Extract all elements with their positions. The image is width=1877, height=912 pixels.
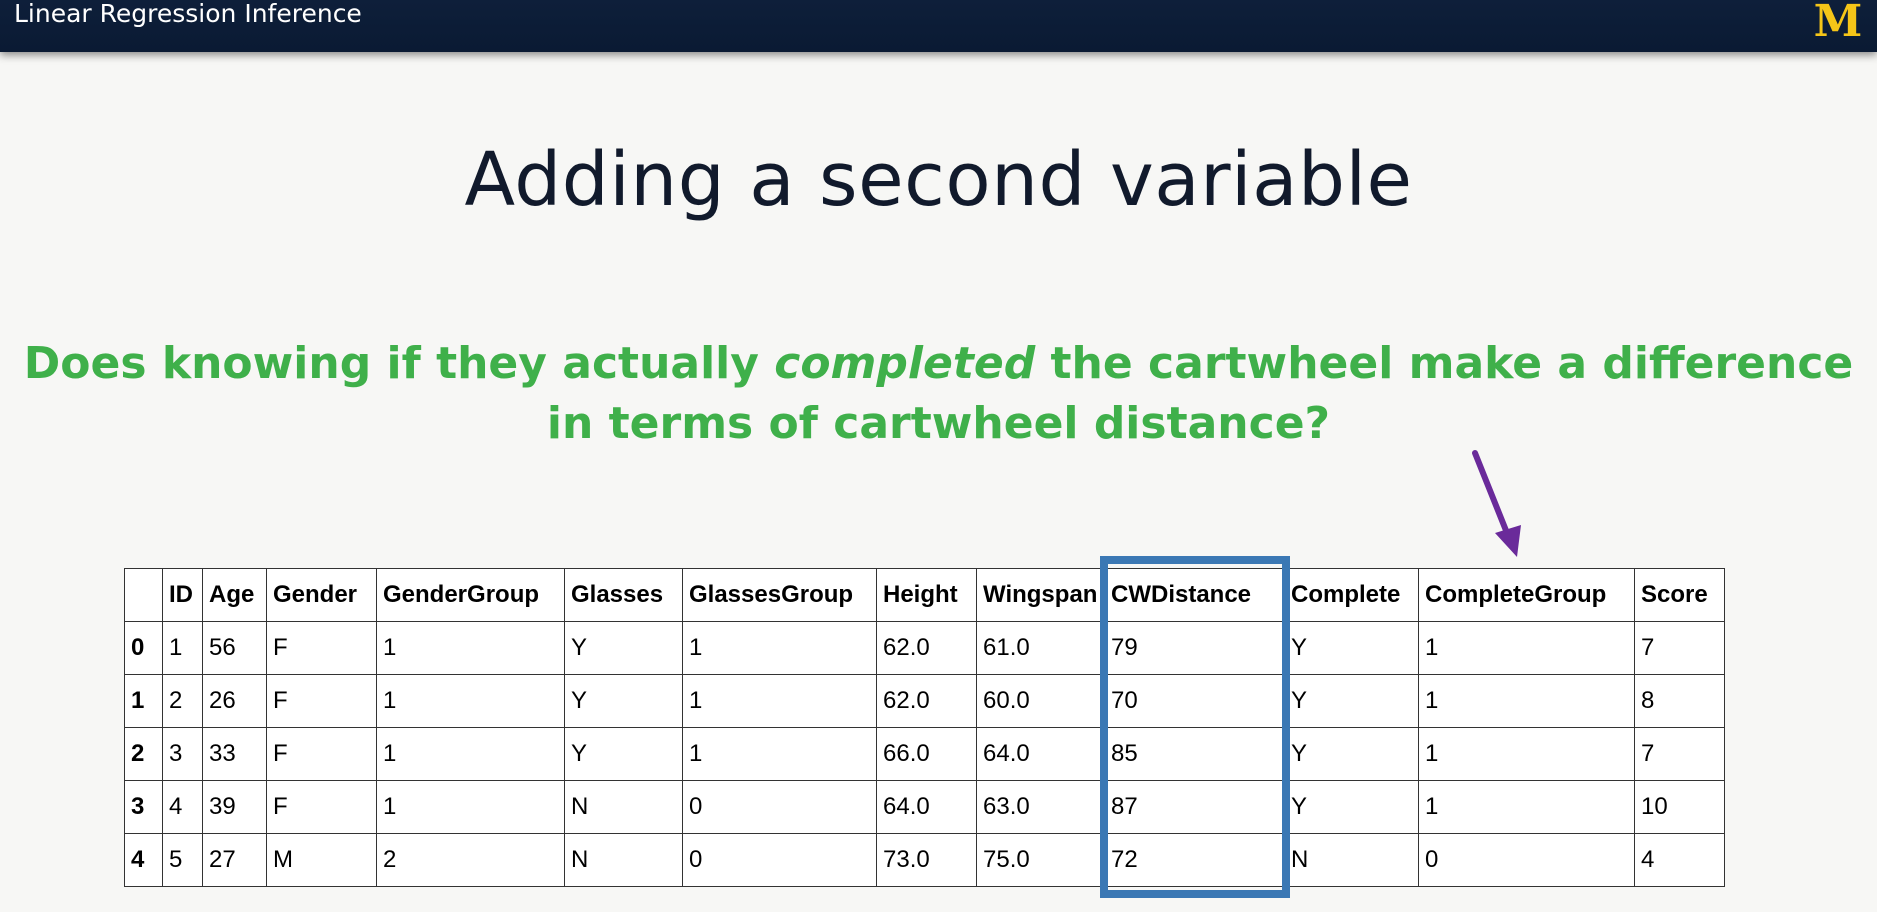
table-cell: 0 — [682, 833, 877, 887]
table-cell: 63.0 — [976, 780, 1105, 834]
table-cell: N — [564, 780, 683, 834]
cwdistance-highlight-box — [1100, 556, 1290, 898]
question-part2: the cartwheel make a difference in terms… — [546, 338, 1854, 449]
column-header — [124, 568, 163, 622]
row-index: 3 — [124, 780, 163, 834]
table-cell: 2 — [162, 674, 203, 728]
table-cell: 1 — [376, 780, 565, 834]
table-cell: 60.0 — [976, 674, 1105, 728]
table-cell: 1 — [1418, 727, 1635, 781]
table-cell: 4 — [162, 780, 203, 834]
table-row: 3 4 39 F 1 N 0 64.0 63.0 87 Y 1 10 — [124, 780, 1725, 834]
table-cell: F — [266, 727, 377, 781]
table-cell: 66.0 — [876, 727, 977, 781]
table-cell: 39 — [202, 780, 267, 834]
table-cell: 62.0 — [876, 674, 977, 728]
column-header: GenderGroup — [376, 568, 565, 622]
column-header: Score — [1634, 568, 1725, 622]
table-cell: Y — [1284, 727, 1419, 781]
table-cell: 72 — [1104, 833, 1285, 887]
column-header: GlassesGroup — [682, 568, 877, 622]
table-cell: 1 — [682, 674, 877, 728]
table-cell: 7 — [1634, 621, 1725, 675]
header-bar: Linear Regression Inference M — [0, 0, 1877, 52]
table-cell: 1 — [376, 621, 565, 675]
table-row: 2 3 33 F 1 Y 1 66.0 64.0 85 Y 1 7 — [124, 727, 1725, 781]
table-cell: 2 — [376, 833, 565, 887]
table-cell: 1 — [376, 674, 565, 728]
column-header: CWDistance — [1104, 568, 1285, 622]
table-row: 0 1 56 F 1 Y 1 62.0 61.0 79 Y 1 7 — [124, 621, 1725, 675]
table-row: 4 5 27 M 2 N 0 73.0 75.0 72 N 0 4 — [124, 833, 1725, 887]
slide-title: Adding a second variable — [464, 137, 1413, 223]
table-cell: M — [266, 833, 377, 887]
column-header: Complete — [1284, 568, 1419, 622]
table-cell: Y — [1284, 780, 1419, 834]
lecture-title: Linear Regression Inference — [14, 0, 362, 28]
table-cell: Y — [564, 727, 683, 781]
table-cell: 64.0 — [876, 780, 977, 834]
purple-arrow-icon — [1472, 450, 1521, 557]
table-cell: 1 — [682, 727, 877, 781]
column-header: CompleteGroup — [1418, 568, 1635, 622]
column-header: ID — [162, 568, 203, 622]
table-cell: 1 — [1418, 780, 1635, 834]
table-cell: 0 — [1418, 833, 1635, 887]
table-cell: 56 — [202, 621, 267, 675]
table-cell: 61.0 — [976, 621, 1105, 675]
table-cell: N — [564, 833, 683, 887]
data-table: ID Age Gender GenderGroup Glasses GlassesGrou… — [124, 568, 1725, 887]
table-cell: 1 — [376, 727, 565, 781]
table-cell: 1 — [682, 621, 877, 675]
table-cell: 1 — [162, 621, 203, 675]
column-header: Gender — [266, 568, 377, 622]
row-index: 4 — [124, 833, 163, 887]
table-cell: 73.0 — [876, 833, 977, 887]
slide-question: Does knowing if they actually completed … — [0, 334, 1877, 454]
table-cell: F — [266, 674, 377, 728]
table-cell: 87 — [1104, 780, 1285, 834]
table-cell: 33 — [202, 727, 267, 781]
column-header: Glasses — [564, 568, 683, 622]
table-cell: F — [266, 621, 377, 675]
table-cell: 8 — [1634, 674, 1725, 728]
column-header: Age — [202, 568, 267, 622]
table-cell: 7 — [1634, 727, 1725, 781]
table-cell: Y — [564, 674, 683, 728]
table-cell: 1 — [1418, 674, 1635, 728]
row-index: 2 — [124, 727, 163, 781]
question-emphasis: completed — [774, 338, 1036, 389]
table-cell: 27 — [202, 833, 267, 887]
university-logo-icon: M — [1814, 0, 1863, 42]
table-cell: 26 — [202, 674, 267, 728]
table-cell: 75.0 — [976, 833, 1105, 887]
table-cell: 62.0 — [876, 621, 977, 675]
table-cell: 1 — [1418, 621, 1635, 675]
table-cell: N — [1284, 833, 1419, 887]
row-index: 1 — [124, 674, 163, 728]
table-cell: Y — [1284, 621, 1419, 675]
table-cell: Y — [1284, 674, 1419, 728]
table-cell: 3 — [162, 727, 203, 781]
table-cell: 10 — [1634, 780, 1725, 834]
table-header-row: ID Age Gender GenderGroup Glasses GlassesGrou… — [124, 568, 1725, 622]
table-cell: 5 — [162, 833, 203, 887]
row-index: 0 — [124, 621, 163, 675]
column-header: Height — [876, 568, 977, 622]
column-header: Wingspan — [976, 568, 1105, 622]
table-cell: Y — [564, 621, 683, 675]
table-cell: 4 — [1634, 833, 1725, 887]
svg-text:M: M — [1814, 0, 1863, 42]
table-cell: 64.0 — [976, 727, 1105, 781]
table-row: 1 2 26 F 1 Y 1 62.0 60.0 70 Y 1 8 — [124, 674, 1725, 728]
table-cell: F — [266, 780, 377, 834]
question-part1: Does knowing if they actually — [23, 338, 775, 389]
table-cell: 0 — [682, 780, 877, 834]
